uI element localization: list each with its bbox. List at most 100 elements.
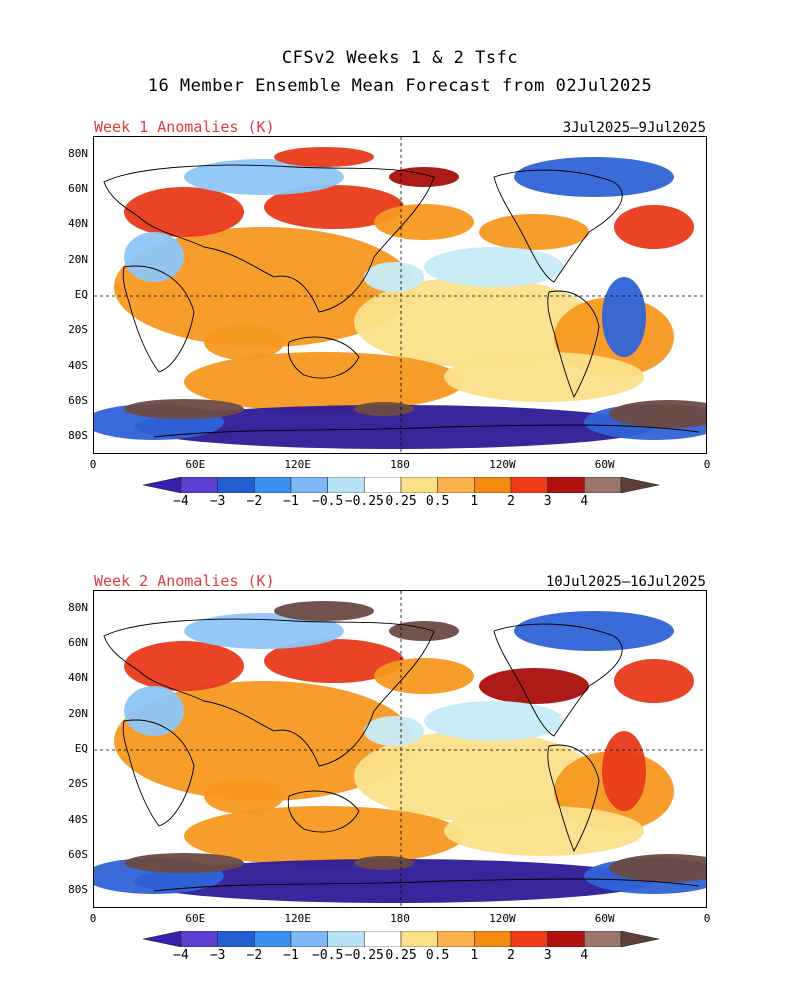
panel-2-map <box>93 590 707 908</box>
colorbar-high-triangle <box>620 476 660 494</box>
colorbar-tick-label: 2 <box>507 948 515 963</box>
warm-anomaly <box>479 214 589 250</box>
lon-tick-label: 0 <box>89 912 97 925</box>
colorbar-low-triangle <box>142 930 182 948</box>
colorbar-tick-label: −1 <box>283 948 299 963</box>
lon-tick-label: 120E <box>284 912 311 925</box>
lon-tick-label: 60W <box>594 912 615 925</box>
colorbar-tick-label: 0.25 <box>385 494 417 509</box>
very-hot-anomaly <box>124 399 244 419</box>
very-hot-anomaly <box>274 147 374 167</box>
very-hot-anomaly <box>354 402 414 416</box>
colorbar-tick-label: 3 <box>543 948 552 963</box>
lat-tick-label: 60S <box>68 394 88 407</box>
weak-cool-anomaly <box>364 716 424 746</box>
panel-1-colorbar <box>142 476 660 494</box>
colorbar-swatch <box>254 930 292 948</box>
weak-cool-anomaly <box>364 262 424 292</box>
colorbar-swatch <box>400 930 438 948</box>
lon-tick-label: 180 <box>390 458 410 471</box>
anomaly-field <box>94 601 706 903</box>
coastline <box>103 618 435 767</box>
colorbar-swatch <box>290 930 328 948</box>
lat-tick-label: 20N <box>68 706 88 720</box>
coastline <box>547 290 600 399</box>
colorbar-swatch <box>437 930 475 948</box>
colorbar-tick-label: −2 <box>246 948 263 963</box>
warm-anomaly <box>204 778 284 814</box>
very-hot-anomaly <box>609 400 706 428</box>
weak-warm-anomaly <box>354 731 594 821</box>
panel-2-dates: 10Jul2025–16Jul2025 <box>545 574 706 590</box>
cold-anomaly <box>514 611 674 651</box>
colorbar-tick-label: −4 <box>173 948 189 963</box>
colorbar-tick-label: 1 <box>470 948 479 963</box>
coastline <box>153 424 700 438</box>
colorbar-swatch <box>547 476 585 494</box>
cool-anomaly <box>184 159 344 195</box>
coastlines <box>103 618 700 892</box>
lat-tick-label: 60S <box>68 848 88 861</box>
lat-tick-label: 40N <box>68 671 88 685</box>
colorbar-tick-label: 2 <box>507 494 515 509</box>
colorbar-swatch <box>584 930 622 948</box>
coastline <box>287 790 360 833</box>
lat-tick-label: 60N <box>68 182 88 195</box>
colorbar-tick-label: 1 <box>470 494 479 509</box>
weak-warm-anomaly <box>444 806 644 856</box>
coastline <box>547 744 600 853</box>
colorbar-low-triangle <box>142 476 182 494</box>
coastline <box>153 878 700 892</box>
colorbar-swatch <box>180 476 218 494</box>
lon-tick-label: 120W <box>489 912 516 925</box>
colorbar-tick-label: −0.5 <box>312 948 344 963</box>
lon-tick-label: 60E <box>185 912 206 925</box>
anomaly <box>602 731 646 811</box>
colorbar-tick-label: 3 <box>543 494 552 509</box>
colorbar-swatch <box>474 930 512 948</box>
colorbar-swatch <box>437 476 475 494</box>
very-hot-anomaly <box>609 854 706 882</box>
weak-cool-anomaly <box>424 247 564 287</box>
very-hot-anomaly <box>389 621 459 641</box>
cold-anomaly <box>134 405 654 449</box>
lat-tick-label: 80N <box>68 600 88 614</box>
colorbar-tick-label: 0.5 <box>425 494 450 509</box>
colorbar-swatch <box>584 476 622 494</box>
coastline <box>122 719 195 827</box>
lon-tick-label: 60W <box>594 458 615 471</box>
colorbar-tick-label: −1 <box>283 494 299 509</box>
title-line-2: 16 Member Ensemble Mean Forecast from 02… <box>147 76 653 96</box>
colorbar-tick-label: 4 <box>580 494 589 509</box>
warm-anomaly <box>184 352 464 412</box>
lat-tick-label: 40N <box>68 217 88 231</box>
warm-anomaly <box>374 658 474 694</box>
lat-tick-label: 60N <box>68 636 88 649</box>
colorbar-swatch <box>510 930 548 948</box>
colorbar-tick-label: 0.25 <box>385 948 417 963</box>
weak-warm-anomaly <box>444 352 644 402</box>
lat-tick-label: 20N <box>68 252 88 266</box>
colorbar-swatch <box>327 476 365 494</box>
coastline <box>493 169 623 283</box>
colorbar-high-triangle <box>620 930 660 948</box>
panel-2-map-canvas <box>94 591 706 907</box>
panel-1-dates: 3Jul2025–9Jul2025 <box>562 120 706 136</box>
lat-tick-label: 80S <box>68 429 88 443</box>
colorbar-tick-label: 0.5 <box>425 948 450 963</box>
panel-1-label: Week 1 Anomalies (K) <box>94 118 275 136</box>
coastline <box>287 336 360 379</box>
panel-1-map <box>93 136 707 454</box>
lon-tick-label: 0 <box>703 458 711 471</box>
colorbar-tick-label: −2 <box>246 494 263 509</box>
very-hot-anomaly <box>354 856 414 870</box>
hot-anomaly <box>264 185 404 229</box>
warm-anomaly <box>479 668 589 704</box>
lat-tick-label: EQ <box>74 288 88 301</box>
cool-anomaly <box>124 686 184 736</box>
lat-tick-label: EQ <box>74 742 88 755</box>
anomaly <box>602 277 646 357</box>
colorbar-tick-label: −4 <box>173 494 189 509</box>
lon-tick-label: 0 <box>703 912 711 925</box>
cold-anomaly <box>514 157 674 197</box>
